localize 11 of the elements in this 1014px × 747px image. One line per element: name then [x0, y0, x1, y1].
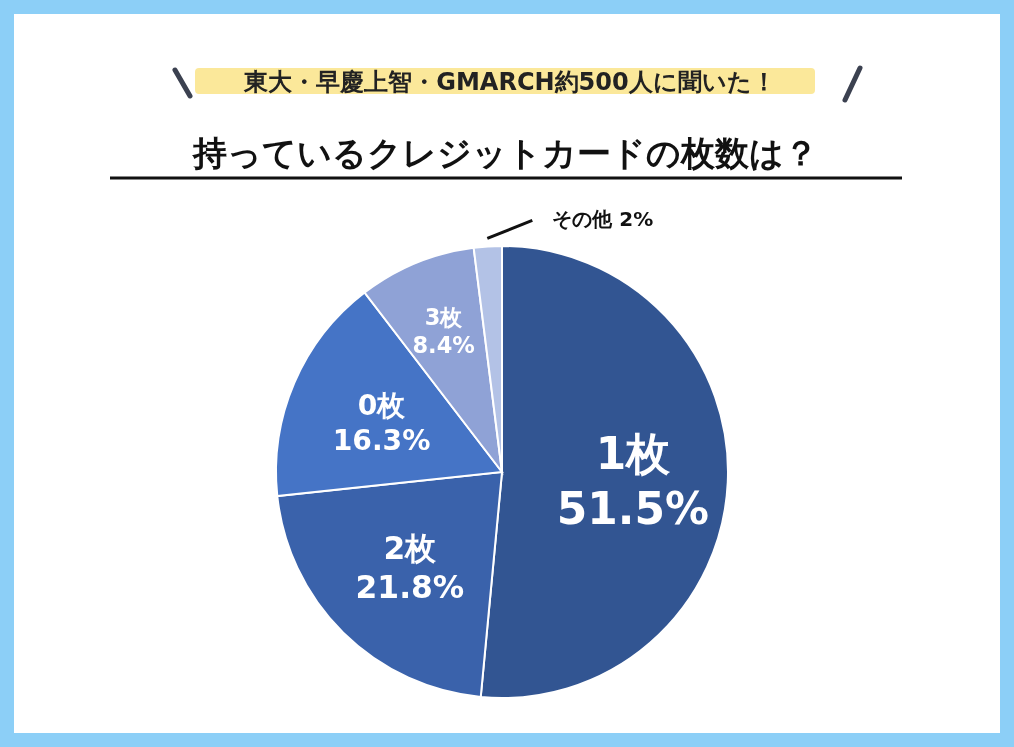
data-label: 51.5% [556, 483, 710, 535]
slice-label: 2枚 [383, 530, 438, 566]
chart-title: 持っているクレジットカードの枚数は？ [190, 133, 818, 173]
chart-subtitle: 東大・早慶上智・GMARCH約500人に聞いた！ [243, 68, 776, 96]
data-label: 8.4% [412, 332, 475, 359]
slice-label: その他 2% [552, 207, 654, 232]
slice-label: 3枚 [424, 304, 464, 331]
slice-label: 1枚 [595, 428, 672, 480]
slice-label: 0枚 [357, 388, 407, 422]
data-label: 21.8% [355, 569, 465, 606]
data-label: 16.3% [332, 423, 431, 457]
